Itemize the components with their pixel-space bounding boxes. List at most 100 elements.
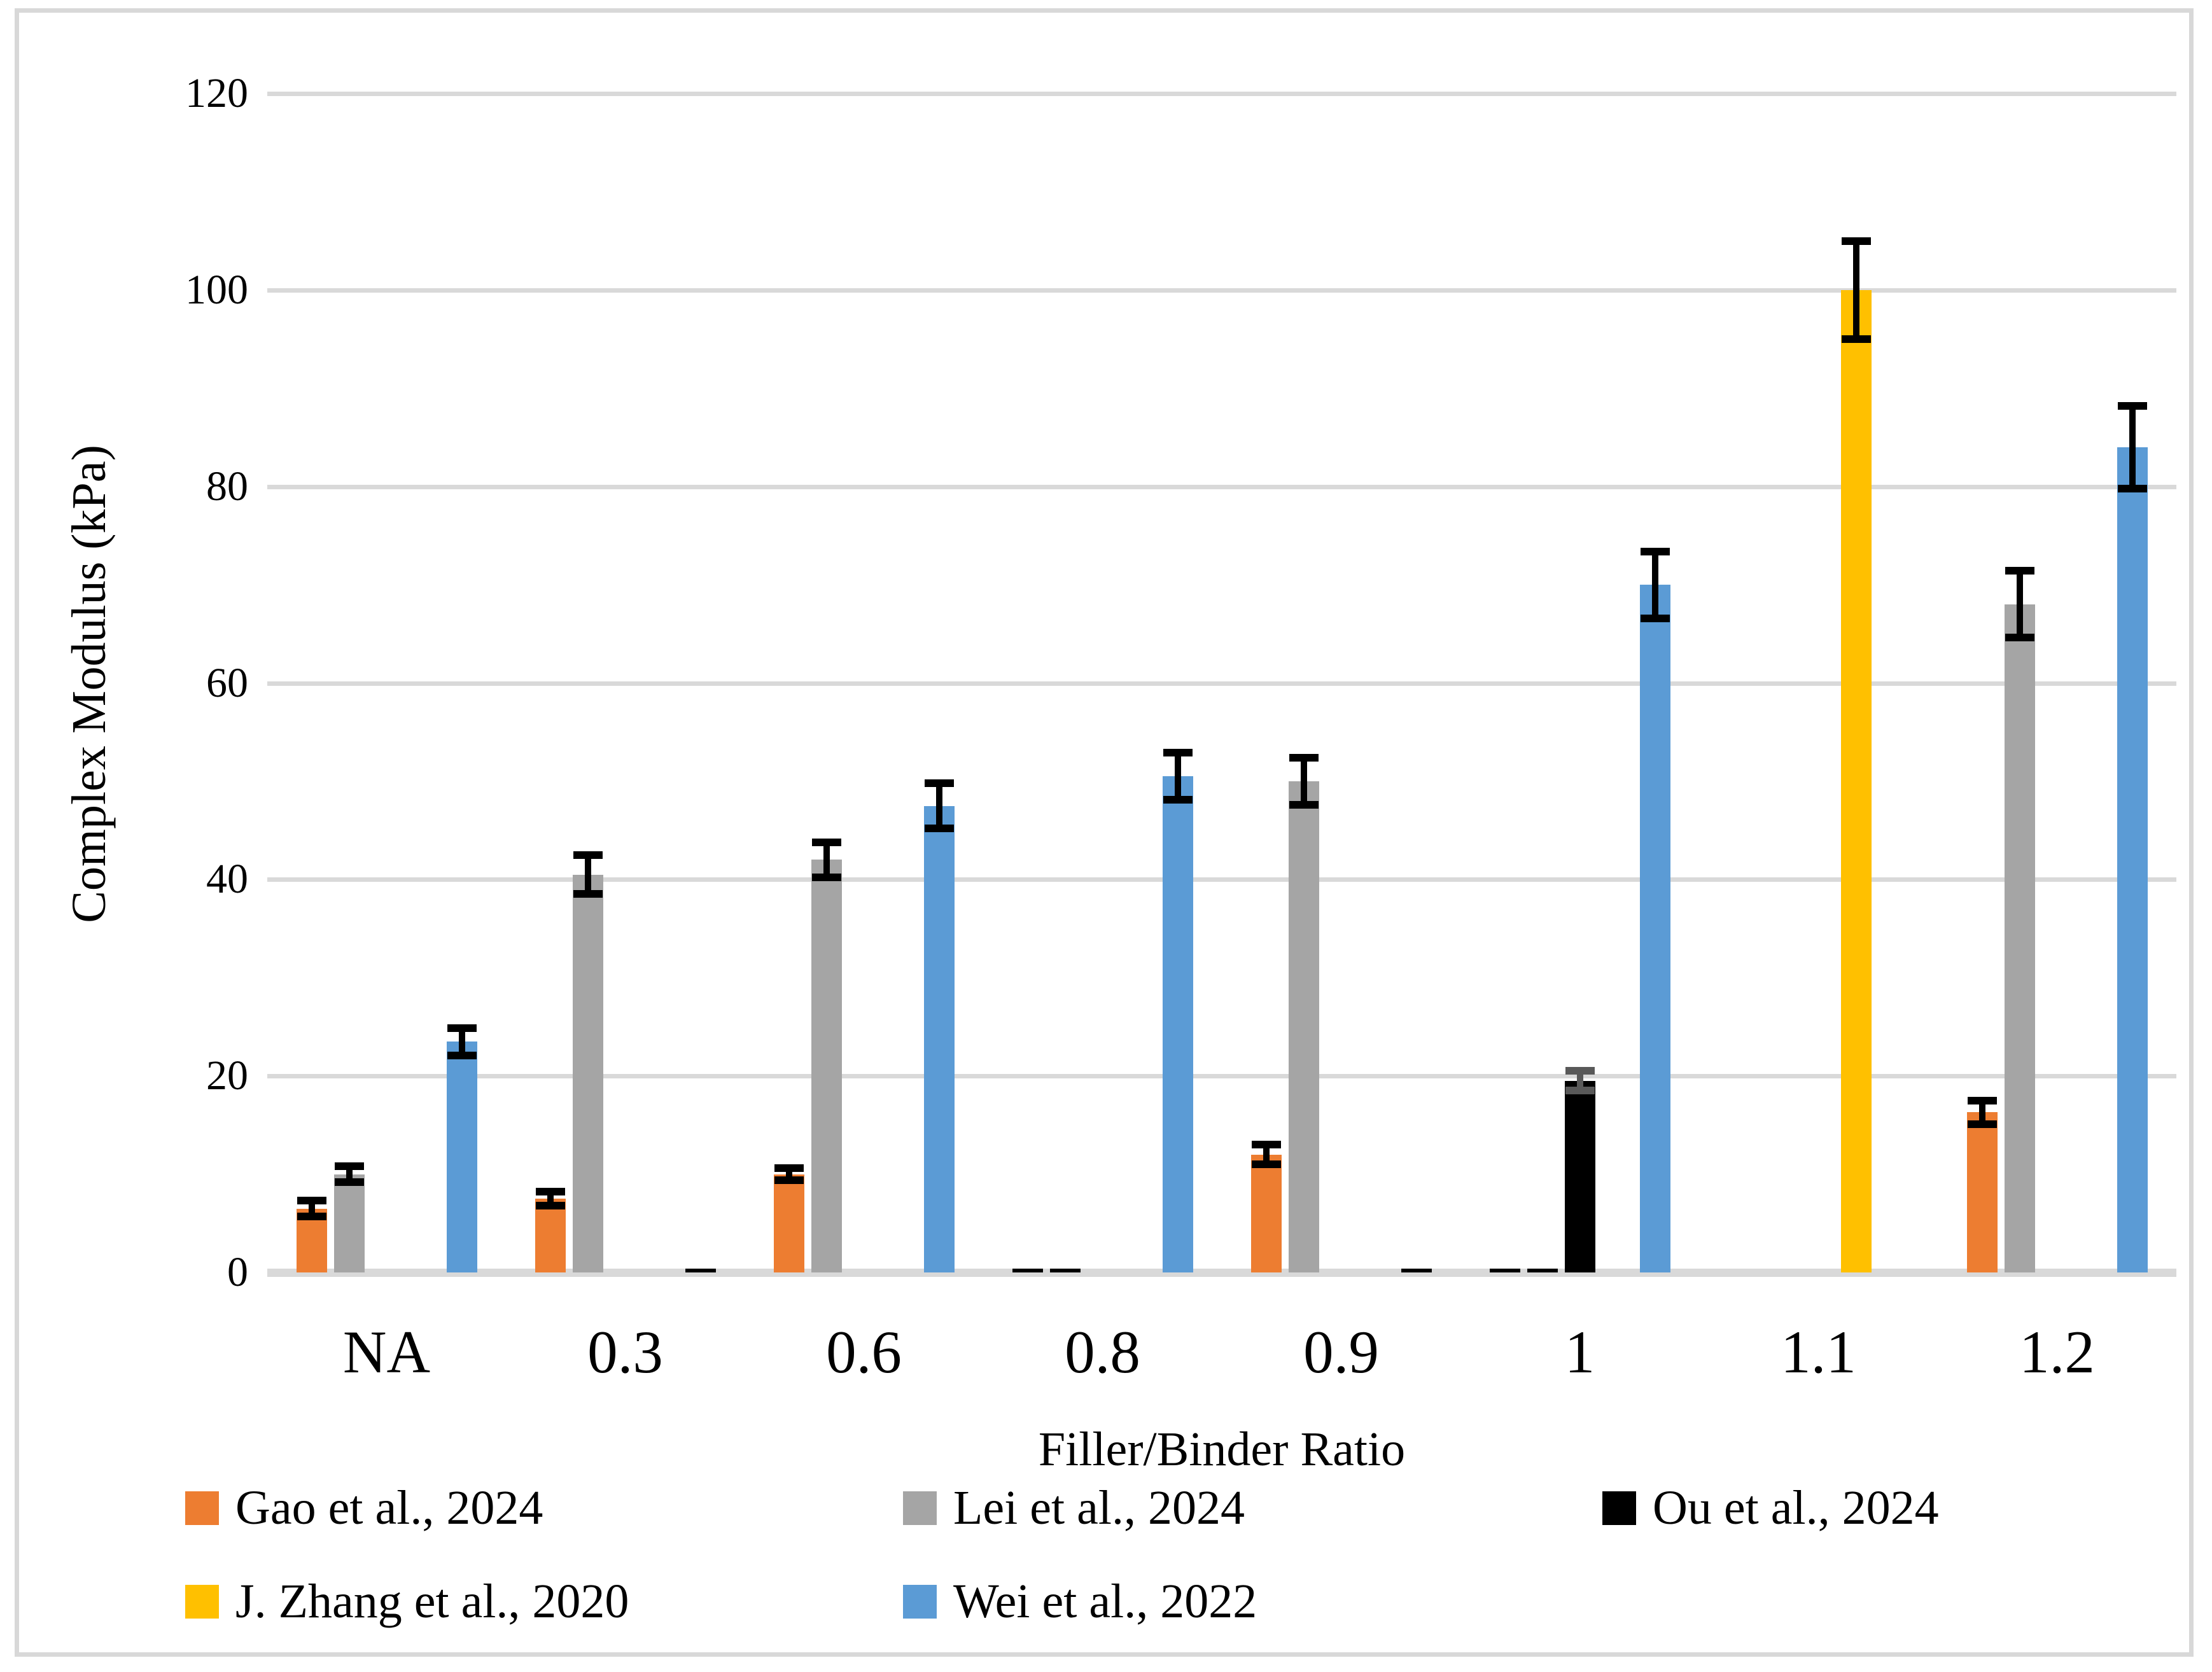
error-bar-4-7 bbox=[2129, 406, 2136, 489]
y-tick-label-0: 0 bbox=[227, 1249, 248, 1295]
legend-swatch-4 bbox=[903, 1584, 937, 1619]
error-cap-0-7-hi bbox=[1967, 1096, 1997, 1104]
gridline-20 bbox=[267, 1074, 2176, 1079]
legend-item-1: Lei et al., 2024 bbox=[903, 1482, 1245, 1533]
error-cap-0-4-lo bbox=[1251, 1160, 1281, 1169]
bar-1-0 bbox=[333, 1174, 365, 1272]
gridline-40 bbox=[267, 877, 2176, 882]
bar-2-5 bbox=[1564, 1080, 1595, 1272]
y-tick-label-100: 100 bbox=[185, 266, 248, 313]
error-cap-0-0-lo bbox=[297, 1212, 326, 1220]
bar-1-5 bbox=[1527, 1269, 1558, 1272]
bar-1-3 bbox=[1049, 1269, 1081, 1272]
gridline-60 bbox=[267, 681, 2176, 686]
error-cap-1-1-hi bbox=[573, 851, 603, 859]
error-cap-3-6-lo bbox=[1841, 335, 1871, 344]
error-cap-0-1-lo bbox=[535, 1201, 565, 1209]
error-bar-0-7 bbox=[1978, 1100, 1985, 1124]
bar-4-3 bbox=[1162, 776, 1193, 1272]
error-cap-4-3-hi bbox=[1163, 749, 1193, 757]
gridline-120 bbox=[267, 92, 2176, 96]
bar-4-0 bbox=[446, 1042, 477, 1272]
error-cap-4-0-lo bbox=[447, 1051, 477, 1059]
bar-4-2 bbox=[923, 805, 955, 1272]
error-cap-4-7-lo bbox=[2117, 484, 2147, 492]
error-cap-0-2-lo bbox=[774, 1176, 804, 1184]
legend-label-4: Wei et al., 2022 bbox=[953, 1575, 1257, 1628]
error-cap-1-2-lo bbox=[811, 874, 841, 882]
error-cap-1-2-hi bbox=[811, 838, 841, 846]
bar-3-6 bbox=[1840, 289, 1872, 1272]
error-bar-1-1 bbox=[584, 854, 591, 895]
x-tick-label-0.3: 0.3 bbox=[587, 1318, 663, 1386]
x-tick-label-NA: NA bbox=[342, 1318, 431, 1386]
y-tick-label-120: 120 bbox=[185, 70, 248, 116]
bar-4-4 bbox=[1401, 1269, 1432, 1272]
y-tick-label-60: 60 bbox=[206, 659, 248, 706]
error-cap-1-7-hi bbox=[2005, 567, 2034, 575]
error-bar-4-5 bbox=[1651, 551, 1658, 618]
bar-0-2 bbox=[773, 1174, 804, 1272]
figure-border bbox=[15, 8, 2194, 1657]
legend-item-4: Wei et al., 2022 bbox=[903, 1576, 1257, 1627]
x-axis-title: Filler/Binder Ratio bbox=[1038, 1423, 1406, 1476]
x-axis-line bbox=[267, 1269, 2176, 1277]
legend-label-1: Lei et al., 2024 bbox=[953, 1481, 1245, 1535]
bar-4-5 bbox=[1639, 585, 1670, 1272]
x-tick-label-1.2: 1.2 bbox=[2019, 1318, 2095, 1386]
error-cap-1-0-hi bbox=[334, 1162, 364, 1171]
error-bar-1-4 bbox=[1300, 757, 1307, 805]
bar-4-7 bbox=[2117, 447, 2148, 1272]
error-cap-2-5-hi bbox=[1565, 1067, 1595, 1075]
error-cap-0-0-hi bbox=[297, 1197, 326, 1205]
error-bar-2-5 bbox=[1576, 1071, 1583, 1091]
error-bar-0-4 bbox=[1263, 1145, 1270, 1165]
error-cap-2-5-lo bbox=[1565, 1087, 1595, 1095]
error-cap-0-2-hi bbox=[774, 1164, 804, 1173]
bar-4-1 bbox=[685, 1269, 716, 1272]
error-bar-0-2 bbox=[785, 1168, 792, 1180]
error-bar-3-6 bbox=[1852, 240, 1859, 340]
error-bar-4-3 bbox=[1174, 753, 1181, 800]
bar-1-2 bbox=[811, 860, 842, 1272]
error-cap-4-7-hi bbox=[2117, 402, 2147, 410]
error-cap-4-2-lo bbox=[924, 825, 954, 833]
legend-label-3: J. Zhang et al., 2020 bbox=[235, 1575, 629, 1628]
error-cap-0-7-lo bbox=[1967, 1120, 1997, 1128]
bar-0-4 bbox=[1250, 1154, 1282, 1272]
error-bar-4-2 bbox=[935, 783, 942, 829]
error-cap-4-0-hi bbox=[447, 1024, 477, 1032]
bar-1-7 bbox=[2004, 604, 2035, 1272]
error-cap-0-1-hi bbox=[535, 1188, 565, 1196]
error-bar-1-2 bbox=[823, 842, 830, 878]
bar-1-1 bbox=[572, 874, 603, 1272]
x-tick-label-1: 1 bbox=[1564, 1318, 1595, 1386]
legend-item-3: J. Zhang et al., 2020 bbox=[185, 1576, 629, 1627]
legend-swatch-0 bbox=[185, 1491, 219, 1525]
error-bar-4-0 bbox=[458, 1028, 465, 1055]
error-cap-4-5-hi bbox=[1640, 547, 1670, 555]
x-tick-label-0.9: 0.9 bbox=[1303, 1318, 1379, 1386]
error-cap-4-5-lo bbox=[1640, 614, 1670, 622]
error-cap-1-4-hi bbox=[1289, 753, 1319, 762]
legend-label-0: Gao et al., 2024 bbox=[235, 1481, 543, 1535]
error-bar-0-1 bbox=[547, 1192, 554, 1206]
y-tick-label-40: 40 bbox=[206, 856, 248, 903]
error-cap-1-1-lo bbox=[573, 890, 603, 898]
bar-0-7 bbox=[1966, 1112, 1998, 1272]
error-cap-1-4-lo bbox=[1289, 800, 1319, 809]
plot-area bbox=[267, 92, 2176, 1277]
bar-0-5 bbox=[1489, 1269, 1520, 1272]
bar-0-1 bbox=[535, 1199, 566, 1272]
x-tick-label-0.8: 0.8 bbox=[1065, 1318, 1140, 1386]
x-tick-label-0.6: 0.6 bbox=[826, 1318, 902, 1386]
error-cap-0-4-hi bbox=[1251, 1141, 1281, 1149]
error-cap-1-7-lo bbox=[2005, 634, 2034, 642]
error-cap-1-0-lo bbox=[334, 1178, 364, 1186]
gridline-80 bbox=[267, 484, 2176, 489]
legend-swatch-1 bbox=[903, 1491, 937, 1525]
error-cap-4-3-lo bbox=[1163, 796, 1193, 804]
legend-swatch-3 bbox=[185, 1584, 219, 1619]
error-cap-4-2-hi bbox=[924, 779, 954, 787]
